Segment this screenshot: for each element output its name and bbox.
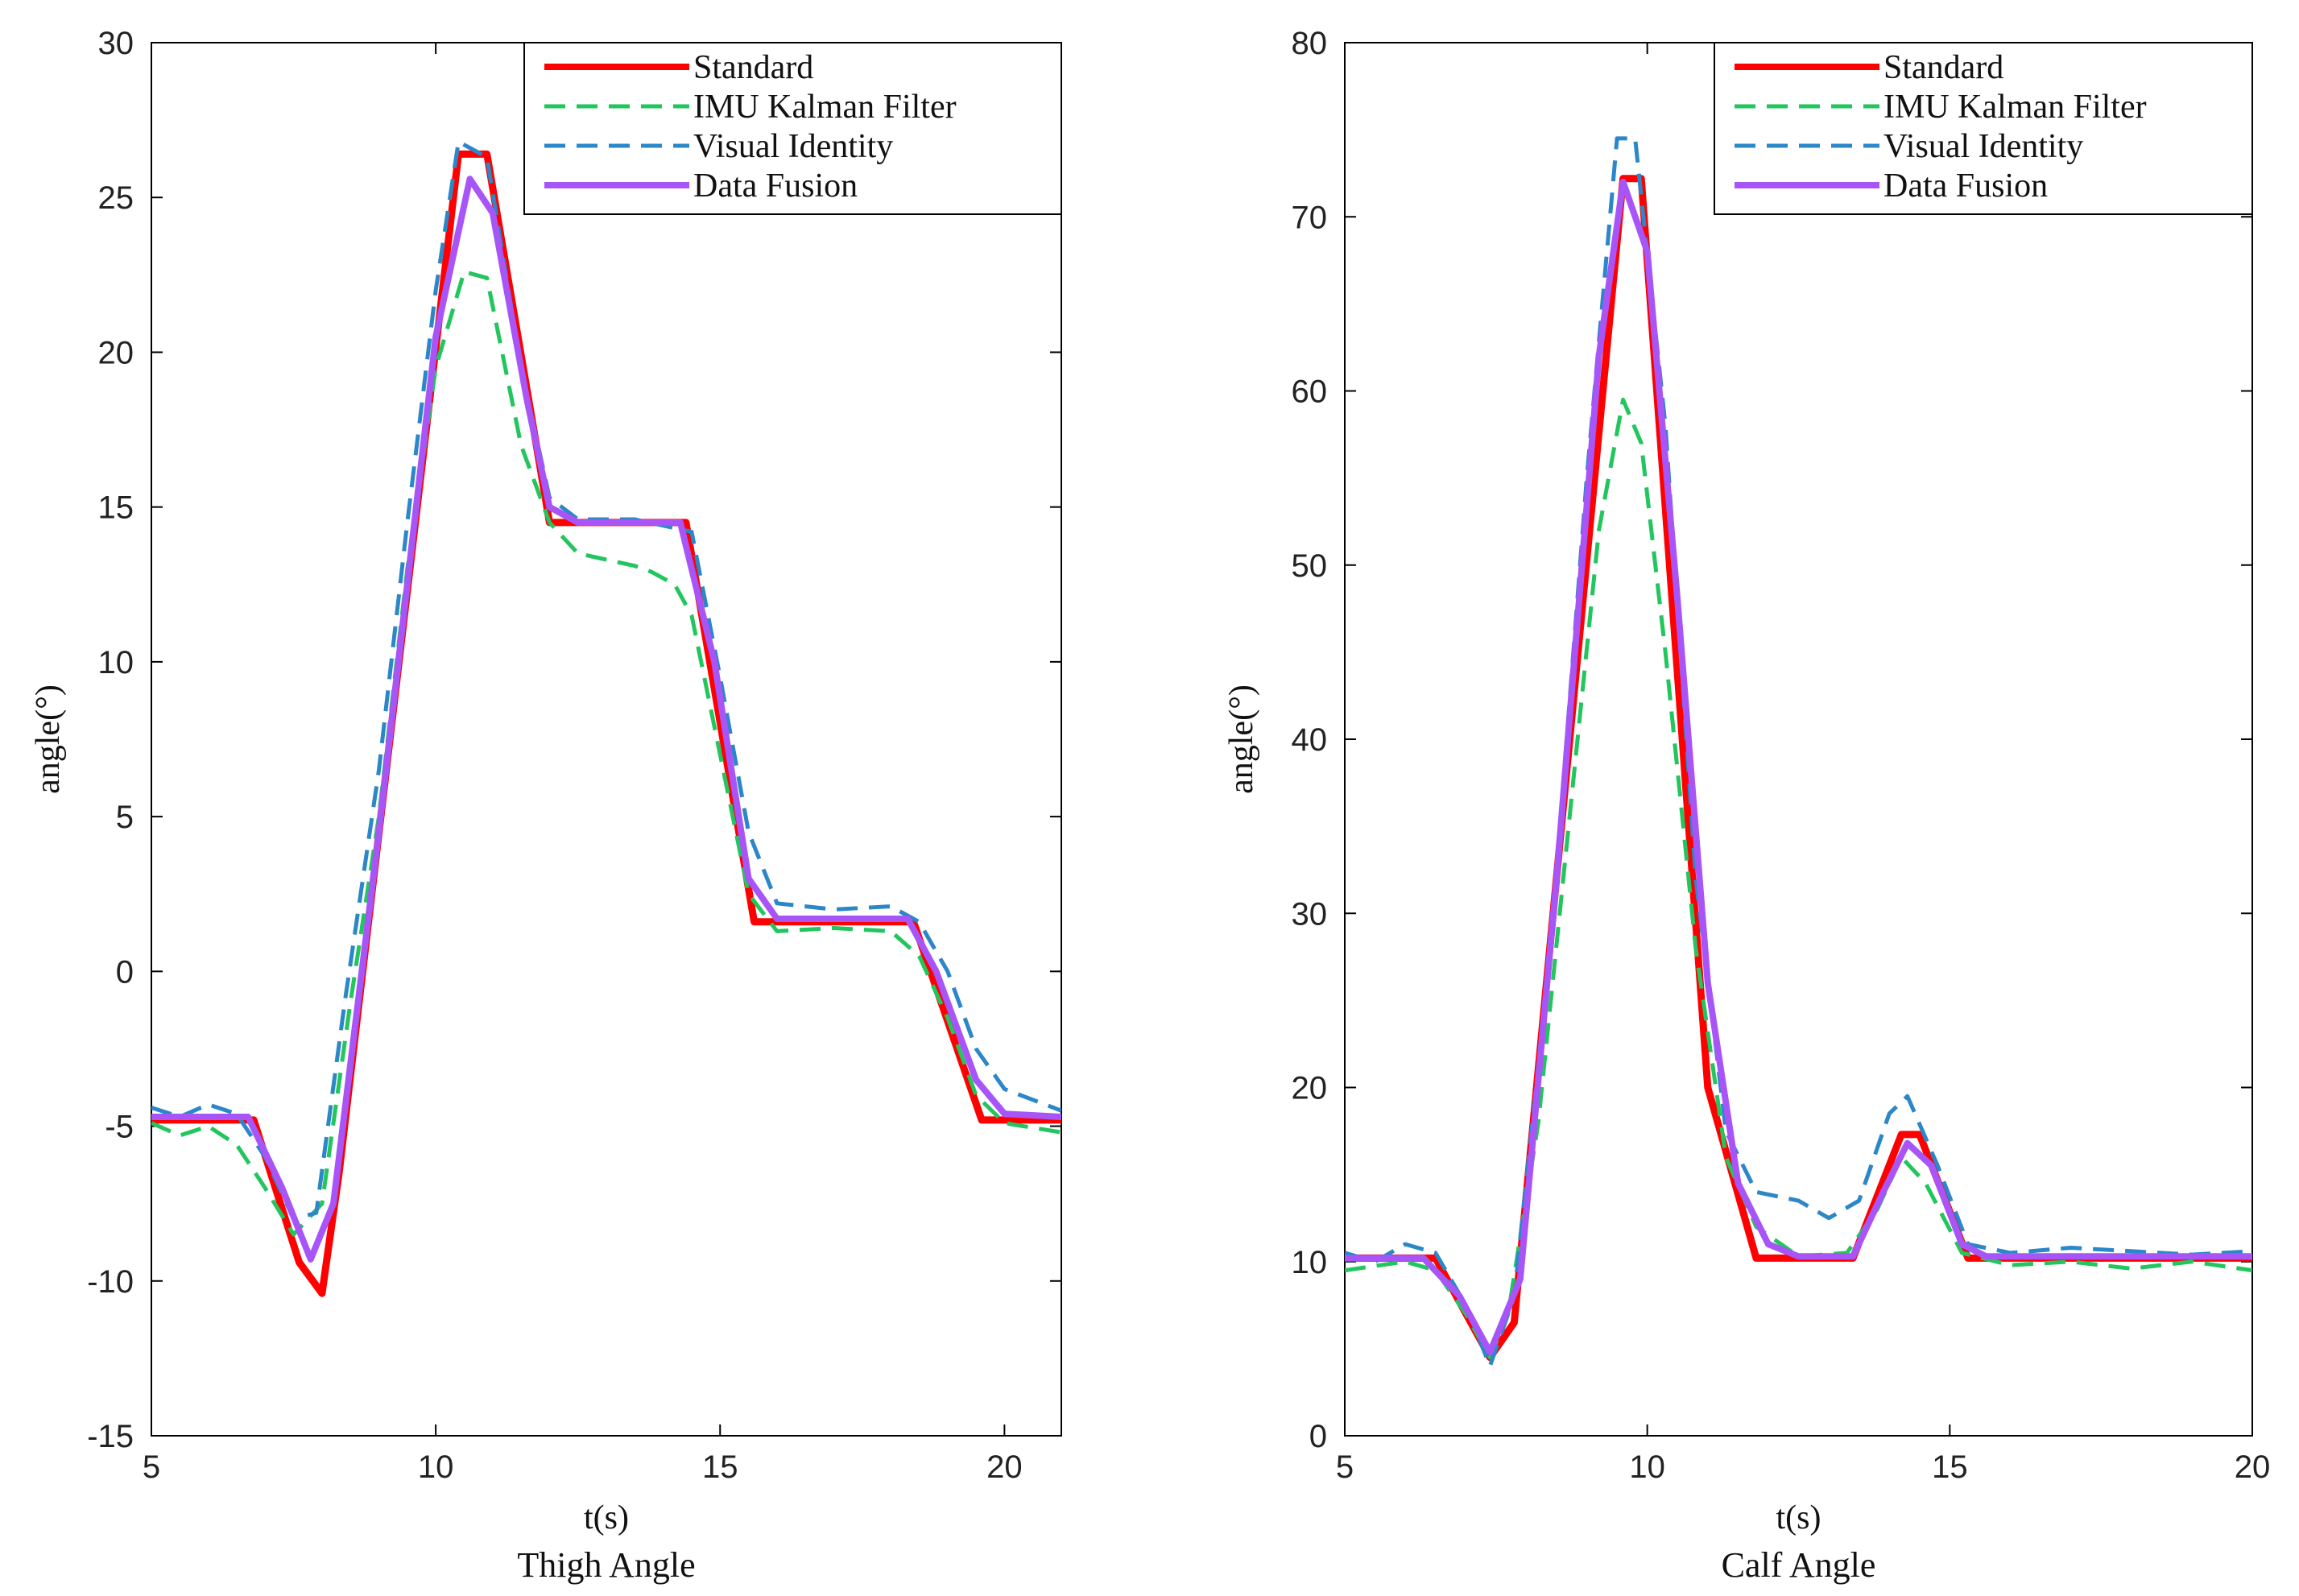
chart-1-x-axis-label: t(s)	[1776, 1499, 1821, 1536]
chart-0-x-tick-label: 10	[418, 1449, 454, 1485]
chart-0-y-tick-label: 5	[116, 800, 134, 835]
chart-0-legend-label: Data Fusion	[693, 167, 858, 205]
chart-0-series-imu-kalman-filter	[151, 270, 1061, 1237]
chart-0-series-group	[151, 139, 1061, 1297]
chart-1-legend-label: IMU Kalman Filter	[1883, 89, 2147, 126]
chart-1-y-axis-label: angle(°)	[1223, 684, 1260, 794]
chart-1-x-tick-label: 15	[1932, 1449, 1968, 1485]
chart-0-y-axis-label: angle(°)	[30, 684, 67, 794]
chart-0-legend-label: Standard	[693, 49, 813, 86]
chart-0-x-tick-label: 20	[986, 1449, 1023, 1485]
chart-1-x-tick-label: 10	[1629, 1449, 1665, 1485]
chart-1-y-tick-label: 50	[1292, 548, 1328, 584]
chart-1-legend-label: Standard	[1883, 49, 2003, 86]
chart-0-plot-area	[151, 42, 1062, 1437]
thigh-angle-chart: 5 10 15 20 -15 -10 -5 0 5 10 15 20 25 30 t(s) Thigh Ang…	[30, 26, 1062, 1585]
chart-1-y-tick-label: 80	[1292, 26, 1328, 61]
chart-1-x-tick-label: 5	[1336, 1449, 1354, 1485]
chart-1-legend-label: Visual Identity	[1883, 128, 2083, 165]
chart-0-legend-label: Visual Identity	[693, 128, 893, 165]
chart-1-y-tick-label: 60	[1292, 374, 1328, 410]
chart-0-series-standard	[151, 150, 1061, 1297]
chart-0-legend-label: IMU Kalman Filter	[693, 89, 957, 126]
chart-1-y-tick-label: 10	[1292, 1245, 1328, 1280]
chart-1-series-group	[1345, 136, 2252, 1368]
chart-0-x-axis-label: t(s)	[584, 1499, 629, 1536]
calf-angle-chart: 5 10 15 20 0 10 20 30 40 50 60 70 80 t(s) Calf Angle an…	[1223, 26, 2270, 1585]
chart-1-y-tick-label: 0	[1309, 1419, 1327, 1454]
chart-0-y-tick-label: 20	[98, 335, 134, 370]
chart-0-y-tick-label: -5	[105, 1110, 134, 1145]
chart-0-y-tick-label: 0	[116, 954, 134, 990]
chart-0-series-data-fusion	[151, 176, 1061, 1263]
chart-0-x-tick-label: 5	[143, 1449, 160, 1485]
chart-1-y-tick-label: 30	[1292, 896, 1328, 932]
chart-1-y-tick-label: 70	[1292, 200, 1328, 235]
chart-1-x-tick-label: 20	[2235, 1449, 2271, 1485]
chart-0-y-tick-label: -10	[87, 1264, 134, 1300]
chart-1-plot-area	[1344, 42, 2253, 1437]
chart-1-y-tick-label: 20	[1292, 1071, 1328, 1106]
chart-1-title: Calf Angle	[1722, 1545, 1876, 1585]
chart-0-y-tick-label: -15	[87, 1419, 134, 1454]
chart-0-y-tick-label: 10	[98, 645, 134, 680]
chart-1-y-tick-label: 40	[1292, 722, 1328, 758]
chart-0-y-tick-label: 15	[98, 490, 134, 526]
chart-0-y-tick-label: 30	[98, 26, 134, 61]
chart-1-series-data-fusion	[1345, 179, 2252, 1356]
chart-0-title: Thigh Angle	[517, 1545, 695, 1585]
chart-0-y-tick-label: 25	[98, 180, 134, 216]
chart-1-legend-label: Data Fusion	[1883, 167, 2048, 205]
chart-0-x-tick-label: 15	[702, 1449, 738, 1485]
